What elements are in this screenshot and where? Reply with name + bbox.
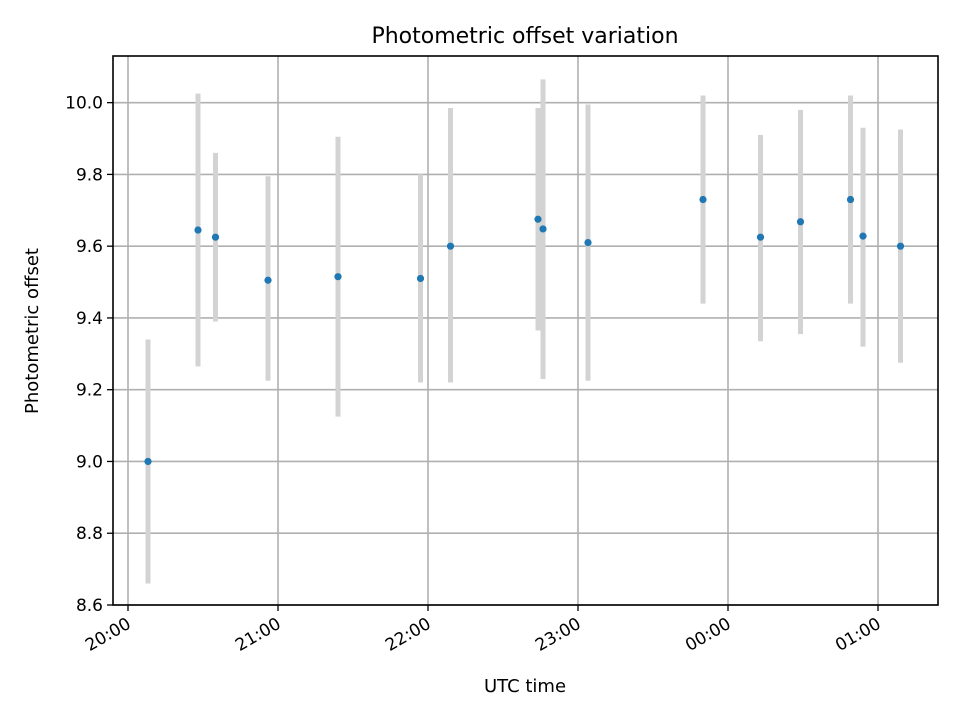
y-axis-label: Photometric offset	[22, 248, 43, 414]
point-layer	[144, 195, 905, 466]
y-tick-label: 8.6	[76, 596, 103, 616]
data-point	[756, 233, 765, 241]
data-point	[264, 276, 272, 284]
data-point	[446, 242, 455, 250]
chart-title: Photometric offset variation	[371, 24, 678, 49]
data-point	[699, 195, 707, 204]
data-point	[846, 195, 855, 204]
data-point	[334, 273, 342, 281]
plot-frame	[112, 55, 939, 606]
plot-area	[113, 56, 938, 605]
y-tick-label: 9.6	[76, 237, 103, 257]
data-point	[539, 225, 547, 233]
x-axis-label: UTC time	[484, 676, 566, 697]
data-point	[584, 238, 592, 247]
y-tick-label: 8.8	[76, 524, 103, 544]
y-tick-label: 9.8	[76, 165, 103, 185]
data-point	[534, 215, 542, 223]
data-point	[859, 232, 867, 240]
data-point	[144, 457, 152, 466]
data-point	[416, 274, 425, 283]
y-tick-label: 10.0	[65, 94, 103, 114]
y-tick-label: 9.0	[76, 452, 103, 472]
y-tick-label: 9.4	[76, 309, 103, 329]
data-point	[211, 233, 220, 241]
data-point	[796, 218, 805, 226]
data-point	[896, 242, 905, 250]
data-point	[194, 226, 202, 234]
y-tick-label: 9.2	[76, 381, 103, 401]
